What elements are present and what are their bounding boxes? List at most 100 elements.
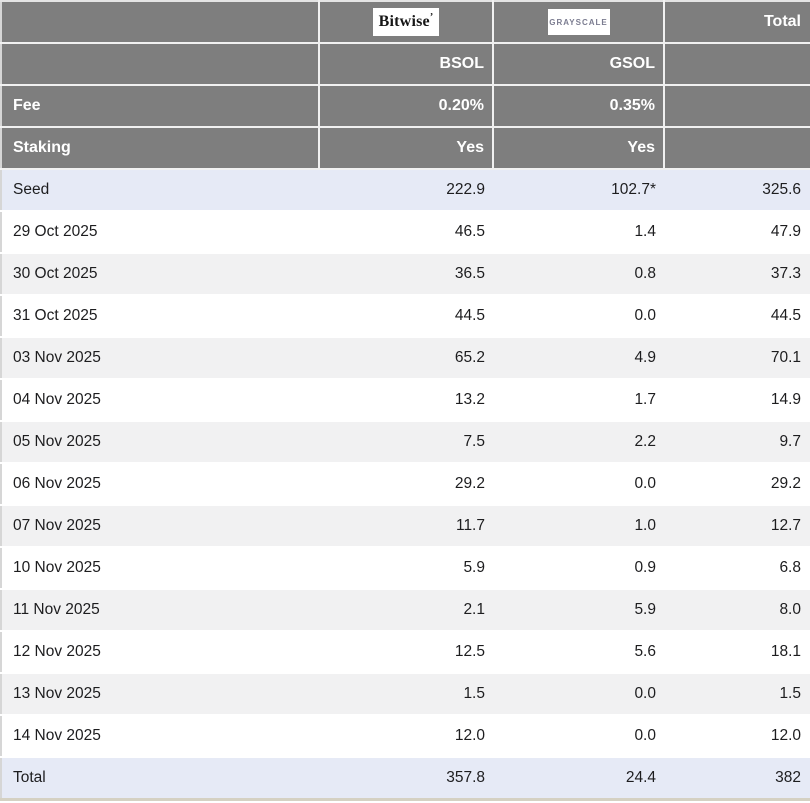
ticker-header-row: BSOL GSOL (1, 43, 810, 86)
bitwise-logo-cell: Bitwise’ (319, 1, 494, 44)
total-value: 325.6 (664, 169, 810, 212)
bsol-staking: Yes (319, 127, 494, 170)
row-label: 29 Oct 2025 (1, 211, 319, 254)
table-body: Seed 222.9 102.7* 325.6 29 Oct 2025 46.5… (1, 169, 810, 801)
total-value: 47.9 (664, 211, 810, 254)
gsol-ticker-header: GSOL (493, 43, 665, 86)
bsol-value: 7.5 (319, 421, 493, 464)
gsol-value: 2.2 (493, 421, 664, 464)
total-value: 6.8 (664, 547, 810, 590)
table-row: 06 Nov 2025 29.2 0.0 29.2 (1, 463, 810, 506)
table-row: Seed 222.9 102.7* 325.6 (1, 169, 810, 212)
logo-header-row: Bitwise’ GRAYSCALE Total (1, 1, 810, 44)
table-row: 14 Nov 2025 12.0 0.0 12.0 (1, 715, 810, 758)
fee-row: Fee 0.20% 0.35% (1, 85, 810, 128)
total-value: 44.5 (664, 295, 810, 338)
table-row: 11 Nov 2025 2.1 5.9 8.0 (1, 589, 810, 632)
bsol-value: 65.2 (319, 337, 493, 380)
total-value: 12.0 (664, 715, 810, 758)
row-label: Seed (1, 169, 319, 212)
gsol-fee: 0.35% (493, 85, 665, 128)
total-value: 8.0 (664, 589, 810, 632)
empty-total-cell-3 (664, 127, 810, 170)
table-row: 31 Oct 2025 44.5 0.0 44.5 (1, 295, 810, 338)
row-label: 05 Nov 2025 (1, 421, 319, 464)
bsol-value: 12.5 (319, 631, 493, 674)
table-row: 10 Nov 2025 5.9 0.9 6.8 (1, 547, 810, 590)
gsol-value: 4.9 (493, 337, 664, 380)
gsol-value: 5.9 (493, 589, 664, 632)
gsol-value: 1.7 (493, 379, 664, 422)
bsol-value: 12.0 (319, 715, 493, 758)
gsol-value: 0.0 (493, 715, 664, 758)
gsol-value: 0.0 (493, 673, 664, 716)
row-label: 13 Nov 2025 (1, 673, 319, 716)
gsol-value: 24.4 (493, 757, 664, 801)
row-label: 10 Nov 2025 (1, 547, 319, 590)
row-label: 31 Oct 2025 (1, 295, 319, 338)
row-label: 07 Nov 2025 (1, 505, 319, 548)
staking-row-label: Staking (1, 127, 320, 170)
row-label: 04 Nov 2025 (1, 379, 319, 422)
table-row: 30 Oct 2025 36.5 0.8 37.3 (1, 253, 810, 296)
bsol-value: 11.7 (319, 505, 493, 548)
total-value: 9.7 (664, 421, 810, 464)
bsol-value: 1.5 (319, 673, 493, 716)
table-row: 04 Nov 2025 13.2 1.7 14.9 (1, 379, 810, 422)
gsol-value: 1.0 (493, 505, 664, 548)
total-value: 382 (664, 757, 810, 801)
table-row: 07 Nov 2025 11.7 1.0 12.7 (1, 505, 810, 548)
bsol-value: 46.5 (319, 211, 493, 254)
row-label: Total (1, 757, 319, 801)
grayscale-logo-cell: GRAYSCALE (493, 1, 665, 44)
row-label: 11 Nov 2025 (1, 589, 319, 632)
empty-corner-cell (1, 1, 320, 44)
total-value: 37.3 (664, 253, 810, 296)
gsol-staking: Yes (493, 127, 665, 170)
total-value: 12.7 (664, 505, 810, 548)
table-row: 29 Oct 2025 46.5 1.4 47.9 (1, 211, 810, 254)
staking-row: Staking Yes Yes (1, 127, 810, 170)
table-row: 03 Nov 2025 65.2 4.9 70.1 (1, 337, 810, 380)
gsol-value: 0.9 (493, 547, 664, 590)
gsol-value: 1.4 (493, 211, 664, 254)
table-row: 05 Nov 2025 7.5 2.2 9.7 (1, 421, 810, 464)
total-column-header: Total (664, 1, 810, 44)
bitwise-logo: Bitwise’ (373, 8, 439, 36)
gsol-value: 102.7* (493, 169, 664, 212)
row-label: 14 Nov 2025 (1, 715, 319, 758)
row-label: 30 Oct 2025 (1, 253, 319, 296)
bsol-value: 13.2 (319, 379, 493, 422)
bsol-value: 44.5 (319, 295, 493, 338)
row-label: 03 Nov 2025 (1, 337, 319, 380)
fee-row-label: Fee (1, 85, 320, 128)
grayscale-logo: GRAYSCALE (547, 9, 610, 35)
total-value: 18.1 (664, 631, 810, 674)
bitwise-logo-mark: ’ (429, 12, 434, 23)
bsol-ticker-header: BSOL (319, 43, 494, 86)
row-label: 12 Nov 2025 (1, 631, 319, 674)
table-header: Bitwise’ GRAYSCALE Total BSOL GSOL Fee 0… (1, 1, 810, 170)
bsol-value: 36.5 (319, 253, 493, 296)
table-row: Total 357.8 24.4 382 (1, 757, 810, 801)
bitwise-logo-text: Bitwise (378, 13, 430, 30)
table-row: 13 Nov 2025 1.5 0.0 1.5 (1, 673, 810, 716)
bsol-value: 29.2 (319, 463, 493, 506)
total-value: 1.5 (664, 673, 810, 716)
gsol-value: 0.0 (493, 463, 664, 506)
gsol-value: 0.8 (493, 253, 664, 296)
total-value: 70.1 (664, 337, 810, 380)
bsol-value: 5.9 (319, 547, 493, 590)
row-label: 06 Nov 2025 (1, 463, 319, 506)
total-value: 29.2 (664, 463, 810, 506)
bsol-value: 222.9 (319, 169, 493, 212)
bsol-fee: 0.20% (319, 85, 494, 128)
table-row: 12 Nov 2025 12.5 5.6 18.1 (1, 631, 810, 674)
bsol-value: 357.8 (319, 757, 493, 801)
gsol-value: 5.6 (493, 631, 664, 674)
empty-ticker-cell (1, 43, 320, 86)
empty-total-cell-2 (664, 85, 810, 128)
empty-total-cell-1 (664, 43, 810, 86)
